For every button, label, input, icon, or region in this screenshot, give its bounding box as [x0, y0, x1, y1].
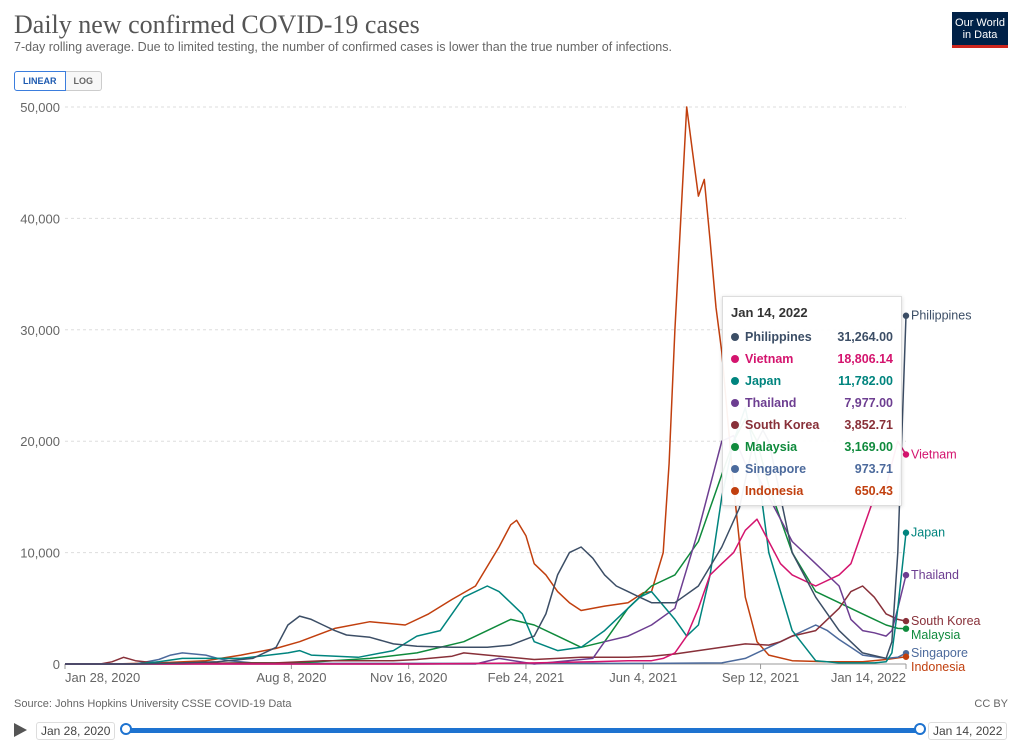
tooltip-row-japan: Japan 11,782.00 [731, 370, 893, 392]
y-tick-label: 20,000 [20, 434, 60, 449]
end-point-marker [902, 617, 910, 625]
end-point-marker [902, 312, 910, 319]
play-icon[interactable] [14, 723, 27, 737]
end-point-marker [902, 529, 910, 536]
tooltip-row-vietnam: Vietnam 18,806.14 [731, 348, 893, 370]
tooltip-row-singapore: Singapore 973.71 [731, 458, 893, 480]
legend-dot-icon [731, 355, 739, 363]
logo-line-2: in Data [962, 29, 998, 41]
y-tick-label: 50,000 [20, 100, 60, 115]
end-point-marker [902, 653, 910, 660]
tooltip-value: 650.43 [854, 484, 893, 498]
series-end-label: Singapore [911, 646, 968, 660]
y-axis-ticks: 0 10,000 20,000 30,000 40,000 50,000 [20, 100, 60, 672]
tooltip-date: Jan 14, 2022 [731, 305, 808, 320]
x-axis-ticks: Jan 28, 2020 Aug 8, 2020 Nov 16, 2020 Feb 2… [64, 664, 907, 685]
license-link[interactable]: CC BY [974, 698, 1008, 710]
x-tick-label: Jan 14, 2022 [831, 670, 906, 685]
series-line-south-korea [65, 585, 907, 665]
timeline-start-label: Jan 28, 2020 [36, 722, 116, 740]
legend-dot-icon [731, 333, 739, 341]
y-tick-label: 10,000 [20, 546, 60, 561]
x-tick-label: Sep 12, 2021 [722, 670, 799, 685]
timeline-start-handle[interactable] [120, 723, 132, 735]
series-line-philippines [65, 315, 907, 665]
series-end-label: Thailand [911, 568, 959, 582]
legend-dot-icon [731, 487, 739, 495]
end-point-marker [902, 571, 910, 579]
linear-scale-button[interactable]: LINEAR [14, 71, 66, 91]
legend-dot-icon [731, 399, 739, 407]
x-tick-label: Nov 16, 2020 [370, 670, 447, 685]
y-tick-label: 30,000 [20, 323, 60, 338]
tooltip-country: Vietnam [745, 352, 794, 366]
scale-toggle: LINEAR LOG [14, 71, 102, 91]
timeline-track[interactable] [126, 728, 920, 733]
legend-dot-icon [731, 465, 739, 473]
series-end-label: Japan [911, 526, 945, 540]
log-scale-button[interactable]: LOG [65, 71, 102, 91]
series-line-japan [65, 407, 907, 665]
chart-subtitle: 7-day rolling average. Due to limited te… [14, 40, 672, 54]
series-end-label: South Korea [911, 614, 981, 628]
source-note[interactable]: Source: Johns Hopkins University CSSE CO… [14, 698, 292, 710]
legend-dot-icon [731, 421, 739, 429]
series-line-malaysia [65, 418, 907, 665]
hover-tooltip: Jan 14, 2022 Philippines 31,264.00 Vietn… [722, 296, 902, 506]
tooltip-row-philippines: Philippines 31,264.00 [731, 326, 893, 348]
tooltip-row-thailand: Thailand 7,977.00 [731, 392, 893, 414]
series-line-indonesia [65, 106, 907, 665]
tooltip-value: 11,782.00 [838, 374, 893, 388]
series-lines [65, 106, 907, 665]
tooltip-value: 3,852.71 [844, 418, 893, 432]
tooltip-country: Thailand [745, 396, 797, 410]
owid-logo[interactable]: Our World in Data [952, 12, 1008, 48]
end-point-marker [902, 625, 910, 632]
tooltip-value: 3,169.00 [844, 440, 893, 454]
timeline-slider: Jan 28, 2020 Jan 14, 2022 [0, 718, 1024, 742]
series-line-singapore [65, 624, 907, 665]
chart-title: Daily new confirmed COVID-19 cases [14, 10, 420, 39]
legend-dot-icon [731, 377, 739, 385]
tooltip-country: Singapore [745, 462, 807, 476]
series-line-vietnam [65, 440, 907, 665]
y-tick-label: 0 [53, 657, 60, 672]
tooltip-value: 31,264.00 [837, 330, 893, 344]
tooltip-country: Indonesia [745, 484, 804, 498]
x-tick-label: Jun 4, 2021 [609, 670, 677, 685]
tooltip-value: 7,977.00 [844, 396, 893, 410]
end-point-marker [902, 451, 910, 458]
x-tick-label: Feb 24, 2021 [488, 670, 565, 685]
series-end-label: Philippines [911, 309, 971, 323]
timeline-end-handle[interactable] [914, 723, 926, 735]
tooltip-row-south-korea: South Korea 3,852.71 [731, 414, 893, 436]
tooltip-country: South Korea [745, 418, 820, 432]
x-tick-label: Jan 28, 2020 [65, 670, 140, 685]
x-tick-label: Aug 8, 2020 [256, 670, 326, 685]
tooltip-country: Japan [745, 374, 782, 388]
line-chart: 0 10,000 20,000 30,000 40,000 50,000 Jan 28, … [20, 100, 981, 685]
series-end-label: Vietnam [911, 448, 957, 462]
series-end-label: Indonesia [911, 660, 965, 674]
y-tick-label: 40,000 [20, 211, 60, 226]
tooltip-value: 973.71 [854, 462, 893, 476]
tooltip-country: Malaysia [745, 440, 798, 454]
gridlines [65, 106, 906, 665]
tooltip-country: Philippines [745, 330, 812, 344]
tooltip-value: 18,806.14 [837, 352, 893, 366]
tooltip-row-indonesia: Indonesia 650.43 [731, 480, 893, 502]
timeline-end-label: Jan 14, 2022 [928, 722, 1008, 740]
logo-line-1: Our World [955, 17, 1005, 29]
series-end-labels: Philippines Vietnam Japan Thailand South Kor… [902, 309, 981, 674]
legend-dot-icon [731, 443, 739, 451]
series-end-label: Malaysia [911, 628, 960, 642]
tooltip-row-malaysia: Malaysia 3,169.00 [731, 436, 893, 458]
